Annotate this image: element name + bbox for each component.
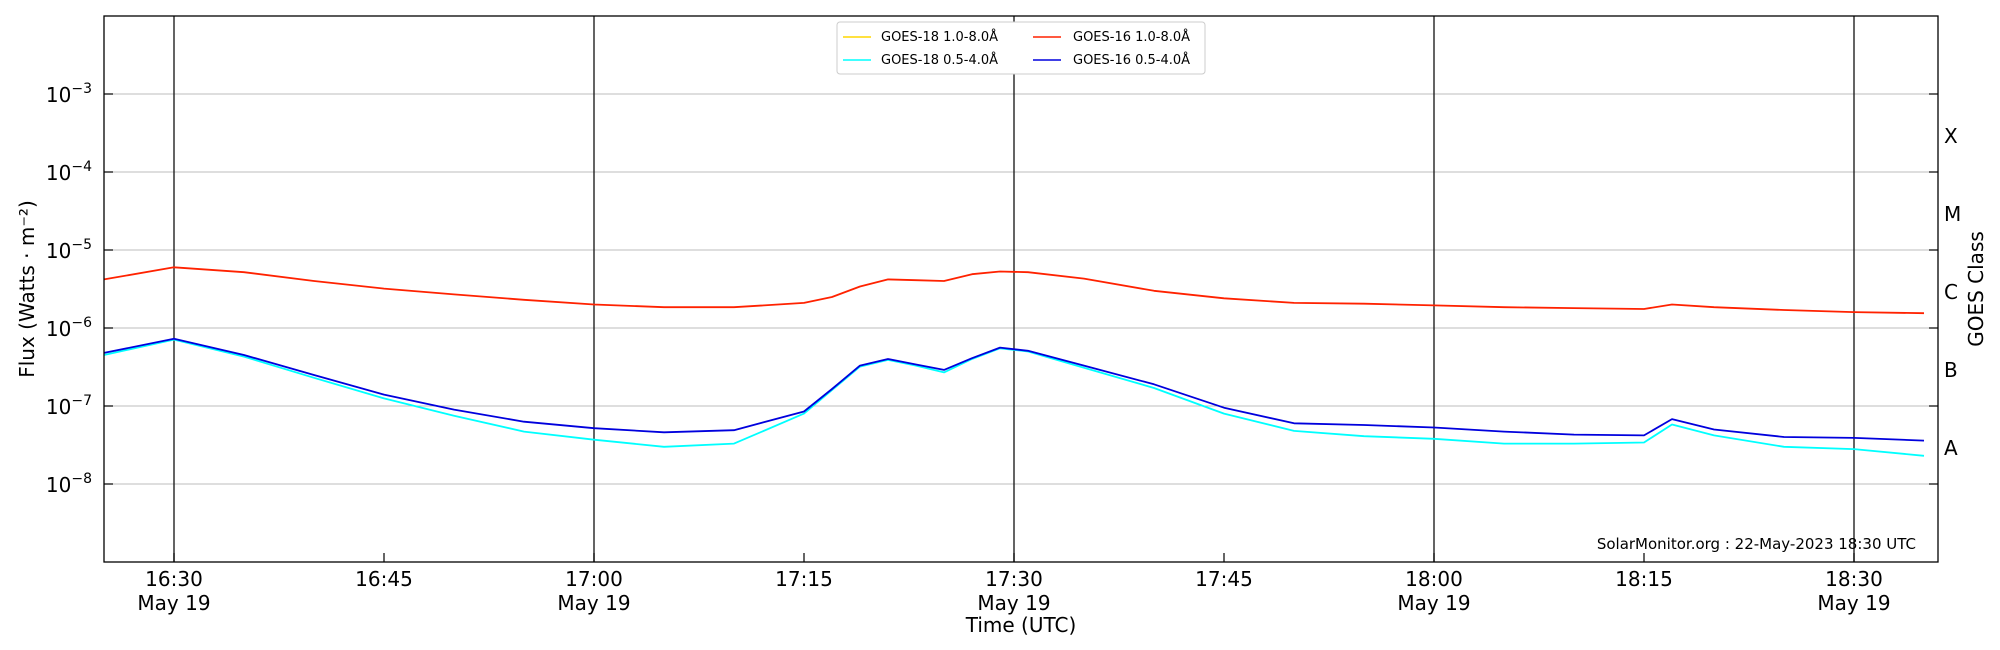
x-tick-date-2: May 19 (557, 591, 630, 615)
x-tick-label-8: 18:30 (1825, 567, 1883, 591)
x-tick-date-8: May 19 (1817, 591, 1890, 615)
y-tick-label-5: 10−3 (46, 81, 92, 107)
legend-box (836, 21, 1206, 75)
x-tick-label-5: 17:45 (1195, 567, 1253, 591)
series-lines (103, 266, 1925, 457)
goes-class-labels: A B C M X (1944, 124, 1961, 460)
x-tick-label-1: 16:45 (355, 567, 413, 591)
y-tick-base: 10 (46, 161, 71, 185)
legend-label-goes18-long: GOES-18 1.0-8.0Å (881, 29, 998, 45)
legend-label-goes16-short: GOES-16 0.5-4.0Å (1073, 52, 1190, 68)
x-tick-date-4: May 19 (977, 591, 1050, 615)
time-markers (173, 16, 1855, 562)
y-tick-exponent: −3 (71, 81, 92, 97)
series-line-2 (103, 266, 1925, 315)
legend-label-goes18-short: GOES-18 0.5-4.0Å (881, 52, 998, 68)
y-tick-label-4: 10−4 (46, 159, 92, 185)
y-tick-exponent: −4 (71, 159, 92, 175)
y-tick-exponent: −6 (71, 315, 92, 331)
legend-label-goes16-long: GOES-16 1.0-8.0Å (1073, 29, 1190, 45)
goes-class-label-b: B (1944, 358, 1958, 382)
y-axis-ticks: 10−810−710−610−510−410−3 (46, 81, 1938, 497)
y-tick-base: 10 (46, 83, 71, 107)
x-tick-date-6: May 19 (1397, 591, 1470, 615)
y-tick-label-0: 10−8 (46, 471, 92, 497)
goes-class-label-a: A (1944, 436, 1958, 460)
goes-class-label-x: X (1944, 124, 1958, 148)
y-tick-base: 10 (46, 473, 71, 497)
y-tick-label-2: 10−6 (46, 315, 92, 341)
y-tick-label-3: 10−5 (46, 237, 92, 263)
y-tick-label-1: 10−7 (46, 393, 92, 419)
y-tick-exponent: −8 (71, 471, 92, 487)
y-tick-base: 10 (46, 317, 71, 341)
plot-frame (103, 15, 1939, 563)
y-tick-exponent: −7 (71, 393, 92, 409)
x-tick-label-2: 17:00 (565, 567, 623, 591)
y-tick-exponent: −5 (71, 237, 92, 253)
x-tick-label-6: 18:00 (1405, 567, 1463, 591)
y-tick-base: 10 (46, 395, 71, 419)
x-tick-label-0: 16:30 (145, 567, 203, 591)
credit-text: SolarMonitor.org : 22-May-2023 18:30 UTC (1597, 535, 1916, 553)
goes-class-label-c: C (1944, 280, 1958, 304)
grid-lines (104, 93, 1938, 485)
x-tick-label-3: 17:15 (775, 567, 833, 591)
x-axis-title: Time (UTC) (965, 613, 1077, 637)
y2-axis-title: GOES Class (1964, 231, 1988, 347)
y-tick-base: 10 (46, 239, 71, 263)
x-tick-label-4: 17:30 (985, 567, 1043, 591)
x-tick-date-0: May 19 (137, 591, 210, 615)
series-line-3 (103, 337, 1925, 442)
x-tick-label-7: 18:15 (1615, 567, 1673, 591)
goes-class-label-m: M (1944, 202, 1961, 226)
legend: GOES-18 1.0-8.0Å GOES-18 0.5-4.0Å GOES-1… (836, 21, 1206, 75)
y-axis-title: Flux (Watts · m⁻²) (15, 200, 39, 378)
